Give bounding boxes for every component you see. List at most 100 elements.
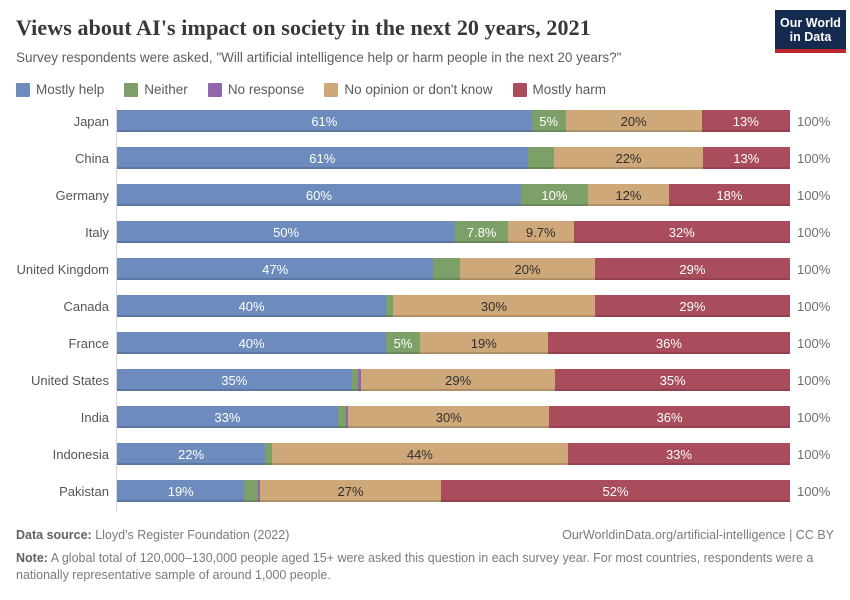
bar-segment-mostly-harm[interactable]: 29% xyxy=(594,295,791,317)
bar-segment-no-response[interactable] xyxy=(346,406,349,428)
bar-segment-mostly-harm[interactable]: 33% xyxy=(567,443,791,465)
bar-track: 50% 7.8% 9.7% 32% xyxy=(117,221,790,243)
bar-segment-no-response[interactable] xyxy=(358,369,361,391)
owid-logo: Our World in Data xyxy=(775,10,846,53)
legend-swatch-no-response xyxy=(207,82,222,97)
bar-segment-mostly-help[interactable]: 40% xyxy=(117,295,387,317)
bar-segment-no-opinion-or-don-t-know[interactable]: 30% xyxy=(348,406,550,428)
row-total-label: 100% xyxy=(797,150,831,166)
bar-segment-mostly-help[interactable]: 50% xyxy=(117,221,456,243)
bar-segment-neither[interactable] xyxy=(337,406,347,428)
bar-segment-mostly-help[interactable]: 47% xyxy=(117,258,434,280)
owid-logo-line2: in Data xyxy=(789,30,832,44)
legend-item-no-response[interactable]: No response xyxy=(207,82,305,97)
bar-segment-value: 19% xyxy=(167,483,194,499)
bar-segment-mostly-help[interactable]: 35% xyxy=(117,369,352,391)
bar-segment-mostly-help[interactable]: 22% xyxy=(117,443,266,465)
bar-segment-no-opinion-or-don-t-know[interactable]: 22% xyxy=(554,147,703,169)
legend-label: No response xyxy=(227,82,305,97)
legend-item-no-opinion-or-don-t-know[interactable]: No opinion or don't know xyxy=(324,82,493,97)
bar-segment-mostly-harm[interactable]: 29% xyxy=(594,258,790,280)
bar-segment-neither[interactable]: 7.8% xyxy=(455,221,508,243)
bar-segment-value: 47% xyxy=(262,261,289,277)
legend-item-neither[interactable]: Neither xyxy=(124,82,188,97)
data-source: Data source: Lloyd's Register Foundation… xyxy=(16,527,289,544)
row-total-label: 100% xyxy=(797,446,831,462)
bar-segment-no-opinion-or-don-t-know[interactable]: 44% xyxy=(271,443,568,465)
stacked-bar-chart: Japan 61% 5% 20% 13% 100% China 61% 22% 13% 100% Ge… xyxy=(16,107,834,511)
bar-segment-mostly-harm[interactable]: 52% xyxy=(441,480,790,502)
bar-segment-value: 13% xyxy=(732,113,759,129)
bar-track: 61% 22% 13% xyxy=(117,147,790,169)
bar-segment-no-opinion-or-don-t-know[interactable]: 19% xyxy=(419,332,548,354)
bar-segment-value: 5% xyxy=(539,113,559,129)
bar-segment-value: 19% xyxy=(470,335,497,351)
bar-segment-mostly-harm[interactable]: 18% xyxy=(668,184,790,206)
bar-segment-neither[interactable] xyxy=(527,147,555,169)
bar-segment-neither[interactable]: 5% xyxy=(531,110,566,132)
bar-segment-mostly-help[interactable]: 19% xyxy=(117,480,245,502)
chart-row-pakistan: Pakistan 19% 27% 52% 100% xyxy=(16,480,834,502)
bar-segment-value: 61% xyxy=(311,113,338,129)
bar-segment-no-opinion-or-don-t-know[interactable]: 20% xyxy=(565,110,702,132)
bar-segment-no-opinion-or-don-t-know[interactable]: 20% xyxy=(460,258,595,280)
row-label: United Kingdom xyxy=(16,261,110,277)
note-text: A global total of 120,000–130,000 people… xyxy=(16,551,814,582)
row-total-label: 100% xyxy=(797,335,831,351)
bar-segment-value: 61% xyxy=(309,150,336,166)
chart-row-italy: Italy 50% 7.8% 9.7% 32% 100% xyxy=(16,221,834,243)
footer: Data source: Lloyd's Register Foundation… xyxy=(16,527,834,584)
bar-segment-mostly-help[interactable]: 40% xyxy=(117,332,387,354)
legend-item-mostly-harm[interactable]: Mostly harm xyxy=(512,82,607,97)
bar-segment-value: 30% xyxy=(480,298,507,314)
bar-segment-value: 29% xyxy=(445,372,472,388)
row-label: France xyxy=(68,335,109,351)
bar-segment-mostly-harm[interactable]: 35% xyxy=(555,369,790,391)
bar-segment-mostly-help[interactable]: 60% xyxy=(117,184,521,206)
bar-segment-neither[interactable] xyxy=(351,369,359,391)
legend-swatch-mostly-harm xyxy=(512,82,527,97)
chart-note: Note: A global total of 120,000–130,000 … xyxy=(16,550,834,584)
owid-link[interactable]: OurWorldinData.org/artificial-intelligen… xyxy=(562,528,834,542)
legend-item-mostly-help[interactable]: Mostly help xyxy=(16,82,104,97)
bar-segment-value: 22% xyxy=(178,446,205,462)
legend-label: Neither xyxy=(144,82,188,97)
bar-segment-no-opinion-or-don-t-know[interactable]: 9.7% xyxy=(507,221,574,243)
bar-segment-neither[interactable] xyxy=(386,295,393,317)
chart-row-france: France 40% 5% 19% 36% 100% xyxy=(16,332,834,354)
bar-segment-mostly-help[interactable]: 61% xyxy=(117,147,528,169)
legend-label: Mostly harm xyxy=(532,82,607,97)
bar-segment-neither[interactable] xyxy=(244,480,258,502)
chart-row-united-kingdom: United Kingdom 47% 20% 29% 100% xyxy=(16,258,834,280)
bar-segment-value: 36% xyxy=(655,335,682,351)
bar-segment-mostly-harm[interactable]: 36% xyxy=(549,406,790,428)
bar-segment-neither[interactable] xyxy=(433,258,461,280)
bar-segment-value: 29% xyxy=(679,261,706,277)
bar-segment-value: 60% xyxy=(305,187,332,203)
bar-segment-value: 18% xyxy=(716,187,743,203)
chart-row-china: China 61% 22% 13% 100% xyxy=(16,147,834,169)
legend-swatch-no-opinion-or-don-t-know xyxy=(324,82,339,97)
bar-segment-mostly-harm[interactable]: 32% xyxy=(573,221,790,243)
bar-segment-neither[interactable]: 10% xyxy=(520,184,589,206)
bar-segment-no-opinion-or-don-t-know[interactable]: 30% xyxy=(392,295,595,317)
bar-segment-neither[interactable]: 5% xyxy=(386,332,420,354)
chart-rows: Japan 61% 5% 20% 13% 100% China 61% 22% 13% 100% Ge… xyxy=(16,110,834,502)
bar-segment-mostly-help[interactable]: 61% xyxy=(117,110,532,132)
bar-track: 61% 5% 20% 13% xyxy=(117,110,790,132)
bar-segment-neither[interactable] xyxy=(265,443,272,465)
bar-segment-mostly-harm[interactable]: 13% xyxy=(701,110,790,132)
legend-label: Mostly help xyxy=(36,82,105,97)
bar-segment-no-opinion-or-don-t-know[interactable]: 29% xyxy=(361,369,556,391)
bar-segment-value: 29% xyxy=(679,298,706,314)
bar-segment-no-response[interactable] xyxy=(257,480,260,502)
bar-segment-mostly-harm[interactable]: 36% xyxy=(547,332,791,354)
data-source-label: Data source: xyxy=(16,528,92,542)
bar-segment-no-opinion-or-don-t-know[interactable]: 12% xyxy=(588,184,669,206)
chart-row-germany: Germany 60% 10% 12% 18% 100% xyxy=(16,184,834,206)
bar-segment-mostly-harm[interactable]: 13% xyxy=(702,147,790,169)
bar-segment-value: 22% xyxy=(615,150,642,166)
bar-segment-mostly-help[interactable]: 33% xyxy=(117,406,338,428)
bar-segment-value: 40% xyxy=(238,335,265,351)
bar-segment-no-opinion-or-don-t-know[interactable]: 27% xyxy=(259,480,442,502)
